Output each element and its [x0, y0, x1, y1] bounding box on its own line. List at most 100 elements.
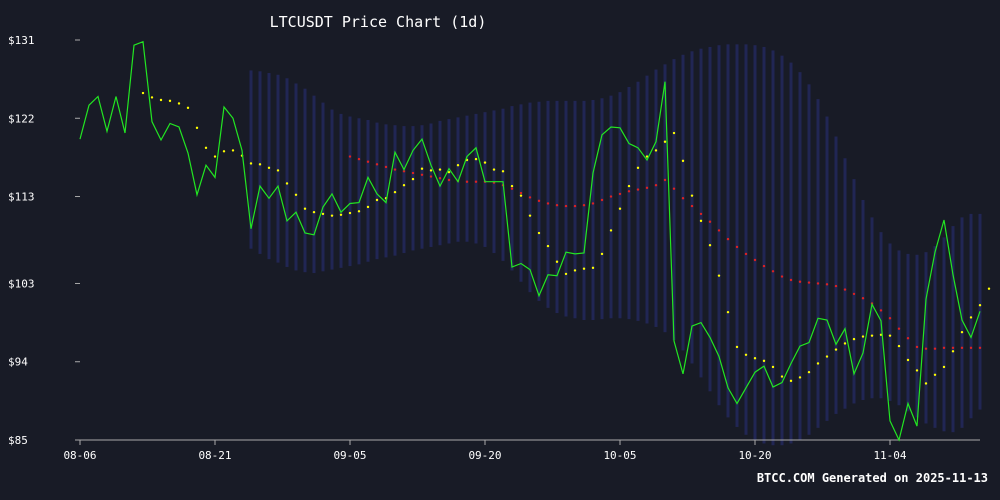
ema-point	[654, 184, 658, 187]
ema-point	[852, 292, 856, 296]
ema-point	[582, 204, 586, 207]
sma-point	[699, 219, 703, 223]
sma-point	[969, 316, 973, 319]
x-axis-ticks: 08-06 08-21 09-05 09-20 10-05 10-20 11-04	[63, 440, 907, 462]
ema-point	[438, 177, 442, 180]
sma-point	[897, 344, 901, 348]
sma-point	[510, 184, 514, 188]
sma-point	[645, 155, 649, 158]
sma-point	[753, 357, 757, 360]
band-bar	[951, 226, 955, 433]
band-bar	[663, 64, 667, 333]
band-bar	[726, 44, 730, 418]
band-bar	[609, 95, 613, 319]
ema-point	[951, 346, 955, 350]
ema-point	[645, 186, 649, 190]
band-bar	[348, 116, 352, 267]
band-bar	[276, 74, 280, 263]
band-bar	[654, 69, 658, 327]
band-bar	[303, 88, 307, 273]
sma-point	[366, 205, 370, 209]
band-bar	[879, 232, 883, 399]
ema-point	[537, 199, 541, 203]
ema-point	[735, 245, 739, 249]
ema-point	[429, 175, 433, 178]
x-tick-label: 08-06	[63, 449, 96, 462]
x-tick-label: 10-20	[738, 449, 771, 462]
sma-point	[771, 365, 775, 369]
ema-point	[816, 282, 820, 285]
band-bar	[843, 158, 847, 409]
sma-point	[924, 382, 928, 385]
ema-point	[771, 270, 775, 273]
sma-point	[807, 370, 811, 374]
ema-point	[528, 196, 532, 199]
band-bar	[429, 123, 433, 247]
sma-point	[258, 163, 262, 166]
sma-point	[573, 269, 577, 272]
y-tick-label: $85	[8, 434, 28, 447]
band-bar	[942, 237, 946, 432]
sma-point	[348, 211, 352, 215]
sma-point	[609, 229, 613, 232]
sma-point	[978, 304, 982, 307]
ema-point	[960, 346, 964, 350]
y-tick-label: $131	[8, 34, 35, 47]
band-bar	[366, 120, 370, 262]
ema-point	[762, 264, 766, 268]
band-bar	[834, 136, 838, 414]
band-bar	[465, 115, 469, 242]
sma-point	[717, 274, 721, 277]
ema-point	[798, 280, 802, 283]
ema-point	[726, 237, 730, 241]
band-bar	[249, 70, 253, 249]
sma-point	[150, 96, 154, 99]
band-bar	[960, 217, 964, 428]
sma-point	[888, 334, 892, 337]
sma-point	[141, 91, 145, 95]
x-tick-label: 09-05	[333, 449, 366, 462]
sma-point	[780, 375, 784, 378]
ema-point	[375, 163, 379, 166]
ema-point	[906, 337, 910, 340]
band-bar	[330, 109, 334, 270]
ema-point	[843, 288, 847, 291]
sma-point	[186, 106, 190, 110]
sma-point	[708, 244, 712, 247]
band-bar	[969, 213, 973, 419]
ema-point	[366, 160, 370, 163]
sma-point	[798, 376, 802, 379]
ema-point	[708, 220, 712, 223]
band-bar	[717, 45, 721, 406]
sma-point	[582, 267, 586, 270]
sma-point	[159, 98, 163, 102]
band-bar	[672, 59, 676, 341]
sma-point	[285, 182, 289, 185]
ema-point	[672, 187, 676, 190]
ema-point	[978, 346, 982, 350]
x-tick-label: 11-04	[873, 449, 906, 462]
band-bar	[906, 253, 910, 412]
band-bar	[645, 75, 649, 324]
sma-point	[420, 167, 424, 170]
sma-point	[843, 342, 847, 345]
band-bar	[573, 100, 577, 319]
x-tick-label: 09-20	[468, 449, 501, 462]
sma-point	[267, 166, 271, 170]
band-bar	[636, 81, 640, 321]
ema-point	[357, 157, 361, 161]
band-bar	[789, 62, 793, 444]
sma-point	[303, 207, 307, 210]
ema-point	[627, 190, 631, 193]
ema-series	[348, 155, 982, 350]
sma-point	[375, 198, 379, 202]
sma-point	[915, 369, 919, 372]
ema-point	[969, 346, 973, 350]
ema-point	[681, 197, 685, 200]
sma-point	[195, 126, 199, 130]
sma-point	[564, 272, 568, 276]
sma-point	[483, 161, 487, 164]
ema-point	[600, 198, 604, 202]
band-bar	[582, 100, 586, 320]
ema-point	[636, 188, 640, 191]
